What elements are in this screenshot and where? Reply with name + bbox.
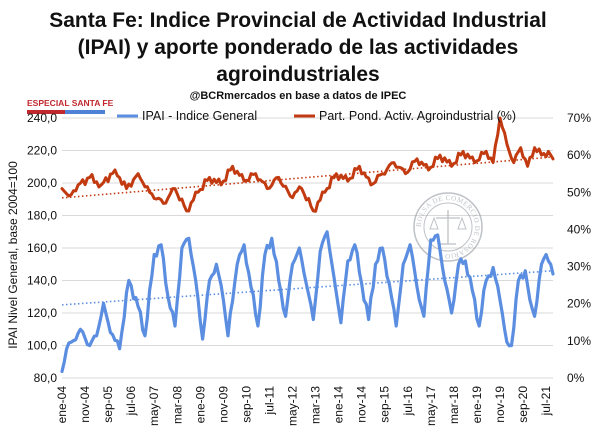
x-tick-label: nov-09 (216, 386, 230, 423)
x-tick-label: jul-16 (401, 386, 415, 417)
badge-blue-stripe (65, 110, 105, 114)
badge-red-stripe (27, 110, 65, 114)
y-left-tick-label: 160,0 (27, 241, 57, 255)
y-right-tick-label: 60% (567, 148, 591, 162)
series-line-ipai (60, 230, 555, 374)
badge-label: ESPECIAL SANTA FE (27, 98, 114, 108)
x-tick-label: ene-04 (55, 386, 69, 424)
y-axis-label: IPAI Nivel General, base 2004=100 (6, 161, 20, 349)
y-axis-left-ticks: 80,0 100,0 120,0 140,0 160,0 180,0 200,0 220,0 2… (27, 111, 57, 385)
x-tick-label: ene-19 (470, 386, 484, 424)
x-tick-label: may-07 (147, 386, 161, 426)
y-left-tick-label: 100,0 (27, 339, 57, 353)
x-tick-label: ene-14 (332, 386, 346, 424)
y-left-tick-label: 120,0 (27, 306, 57, 320)
chart-title-line-1: Santa Fe: Indice Provincial de Actividad… (49, 9, 547, 32)
x-tick-label: nov-14 (355, 386, 369, 423)
x-tick-label: jul-11 (262, 386, 276, 416)
chart-title-line-3: agroindustriales (216, 63, 379, 86)
chart-source: @BCRmercados en base a datos de IPEC (190, 90, 407, 102)
x-tick-label: jul-21 (539, 386, 553, 417)
chart-title-line-2: (IPAI) y aporte ponderado de las activid… (78, 36, 519, 59)
legend: IPAI - Indice General Part. Pond. Activ.… (117, 109, 516, 123)
bcr-seal-watermark: BOLSA DE COMERCIO DE ROSARIO (413, 192, 483, 262)
y-left-tick-label: 200,0 (27, 176, 57, 190)
especial-santa-fe-badge: ESPECIAL SANTA FE (27, 98, 114, 114)
y-left-tick-label: 240,0 (27, 111, 57, 125)
x-tick-label: sep-20 (516, 386, 530, 423)
y-right-tick-label: 40% (567, 222, 591, 236)
x-tick-label: ene-09 (193, 386, 207, 424)
y-right-tick-label: 50% (567, 185, 591, 199)
y-left-tick-label: 180,0 (27, 209, 57, 223)
x-tick-label: nov-04 (78, 386, 92, 423)
y-right-tick-label: 10% (567, 334, 591, 348)
x-tick-label: may-12 (286, 386, 300, 426)
x-tick-label: nov-19 (493, 386, 507, 423)
legend-label-ipai: IPAI - Indice General (142, 109, 257, 123)
x-tick-label: mar-18 (447, 386, 461, 424)
x-tick-label: mar-08 (170, 386, 184, 424)
y-right-tick-label: 70% (567, 111, 591, 125)
y-right-tick-label: 30% (567, 260, 591, 274)
x-tick-label: may-17 (424, 386, 438, 426)
x-tick-label: sep-10 (239, 386, 253, 423)
x-tick-label: mar-13 (309, 386, 323, 424)
y-left-tick-label: 140,0 (27, 274, 57, 288)
x-axis-ticks: ene-04 nov-04 sep-05 jul-06 may-07 mar-08 ene-… (55, 386, 553, 426)
legend-label-agro: Part. Pond. Activ. Agroindustrial (%) (319, 109, 516, 123)
y-left-tick-label: 80,0 (34, 371, 58, 385)
y-right-tick-label: 0% (567, 371, 585, 385)
x-tick-label: jul-06 (124, 386, 138, 417)
x-tick-label: sep-15 (378, 386, 392, 423)
y-right-tick-label: 20% (567, 297, 591, 311)
x-tick-label: sep-05 (101, 386, 115, 423)
y-axis-right-ticks: 0% 10% 20% 30% 40% 50% 60% 70% (567, 111, 591, 385)
series-line-agro (60, 116, 555, 213)
y-left-tick-label: 220,0 (27, 144, 57, 158)
